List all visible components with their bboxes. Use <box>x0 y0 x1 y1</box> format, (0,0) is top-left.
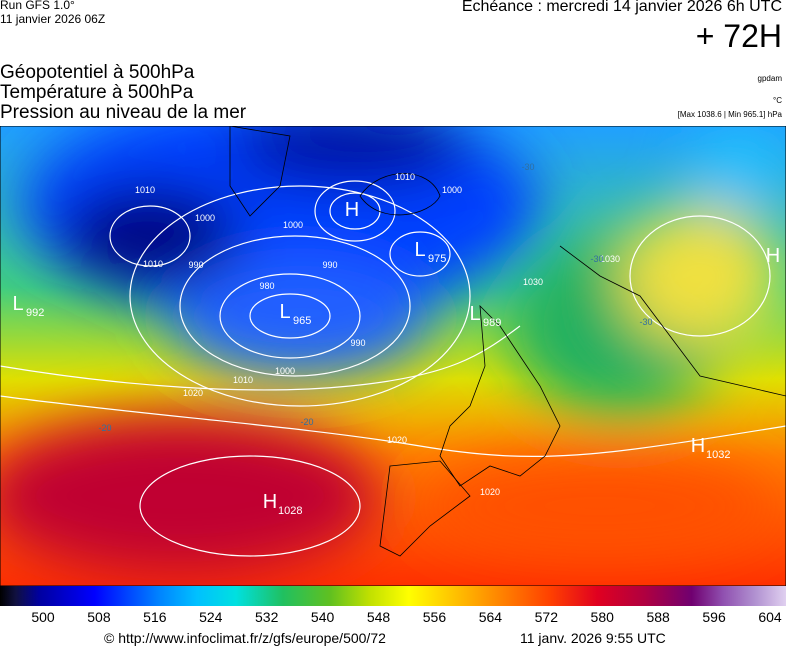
colorbar-tick-label: 556 <box>422 609 447 625</box>
isobar-label: 1000 <box>283 220 303 230</box>
center-value: 965 <box>293 315 311 327</box>
isobar-label: 990 <box>322 260 337 270</box>
temperature-field <box>0 126 786 576</box>
center-value: 992 <box>26 307 44 319</box>
center-value: 1032 <box>706 449 730 461</box>
isobar-label: 1020 <box>387 435 407 445</box>
colorbar-tick-label: 596 <box>702 609 726 625</box>
unit: °C <box>773 96 782 105</box>
isobar-label: 1010 <box>395 172 415 182</box>
center-value: 1028 <box>278 505 302 517</box>
isobar-label: 990 <box>350 338 365 348</box>
isobars <box>0 180 786 557</box>
footer-url: © http://www.infoclimat.fr/z/gfs/europe/… <box>104 630 386 646</box>
center-letter: L <box>469 303 480 325</box>
temperature-label: -20 <box>98 423 111 433</box>
center-value: 975 <box>428 253 446 265</box>
temperature-label: -20 <box>300 417 313 427</box>
center-letter: L <box>279 301 290 323</box>
isobar-label: 990 <box>188 260 203 270</box>
center-letter: H <box>691 435 705 457</box>
title: Géopotentiel à 500hPa <box>0 62 195 83</box>
center-letter: L <box>12 293 23 315</box>
isobar-label: 1030 <box>600 254 620 264</box>
colorbar-tick-label: 524 <box>199 609 223 625</box>
isobar-label: 980 <box>259 281 274 291</box>
colorbar-tick-label: 548 <box>366 609 391 625</box>
isobar-label: 1020 <box>480 487 500 497</box>
center-letter: H <box>766 245 780 267</box>
forecast-time: Echéance : mercredi 14 janvier 2026 6h U… <box>461 0 782 15</box>
colorbar-tick-label: 540 <box>310 609 335 625</box>
isobar-label: 1010 <box>143 259 163 269</box>
isobar-label: 1000 <box>442 185 462 195</box>
colorbar-tick-label: 572 <box>534 609 558 625</box>
colorbar-tick-label: 604 <box>758 609 782 625</box>
footer-timestamp: 11 janv. 2026 9:55 UTC <box>520 630 666 646</box>
center-value: 989 <box>483 317 501 329</box>
center-letter: H <box>345 199 359 221</box>
isobar-label: 1020 <box>183 388 203 398</box>
colorbar-tick-label: 580 <box>590 609 614 625</box>
isobar-label: 1030 <box>523 277 543 287</box>
colorbar-tick-label: 532 <box>255 609 279 625</box>
colorbar-tick-label: 564 <box>478 609 503 625</box>
unit: [Max 1038.6 | Min 965.1] hPa <box>677 110 782 119</box>
colorbar-tick-label: 516 <box>143 609 167 625</box>
center-letter: H <box>263 491 277 513</box>
colorbar <box>0 586 786 606</box>
isobar-label: 1010 <box>233 375 253 385</box>
title: Pression au niveau de la mer <box>0 102 247 123</box>
colorbar-tick-label: 500 <box>31 609 55 625</box>
isobar-label: 1010 <box>135 185 155 195</box>
coastlines <box>229 126 786 557</box>
temperature-label: -30 <box>521 162 534 172</box>
run-date: 11 janvier 2026 06Z <box>0 12 106 26</box>
center-letter: L <box>414 239 425 261</box>
run-label: Run GFS 1.0° <box>0 0 75 12</box>
colorbar-tick-label: 508 <box>87 609 111 625</box>
unit: gpdam <box>757 74 782 83</box>
temperature-label: -30 <box>639 317 652 327</box>
temperature-label: -30 <box>590 254 603 264</box>
isobar-label: 1000 <box>195 213 215 223</box>
colorbar-tick-label: 588 <box>646 609 670 625</box>
title: Température à 500hPa <box>0 82 194 103</box>
isobar-label: 1000 <box>275 366 295 376</box>
lead-time: + 72H <box>695 18 782 54</box>
